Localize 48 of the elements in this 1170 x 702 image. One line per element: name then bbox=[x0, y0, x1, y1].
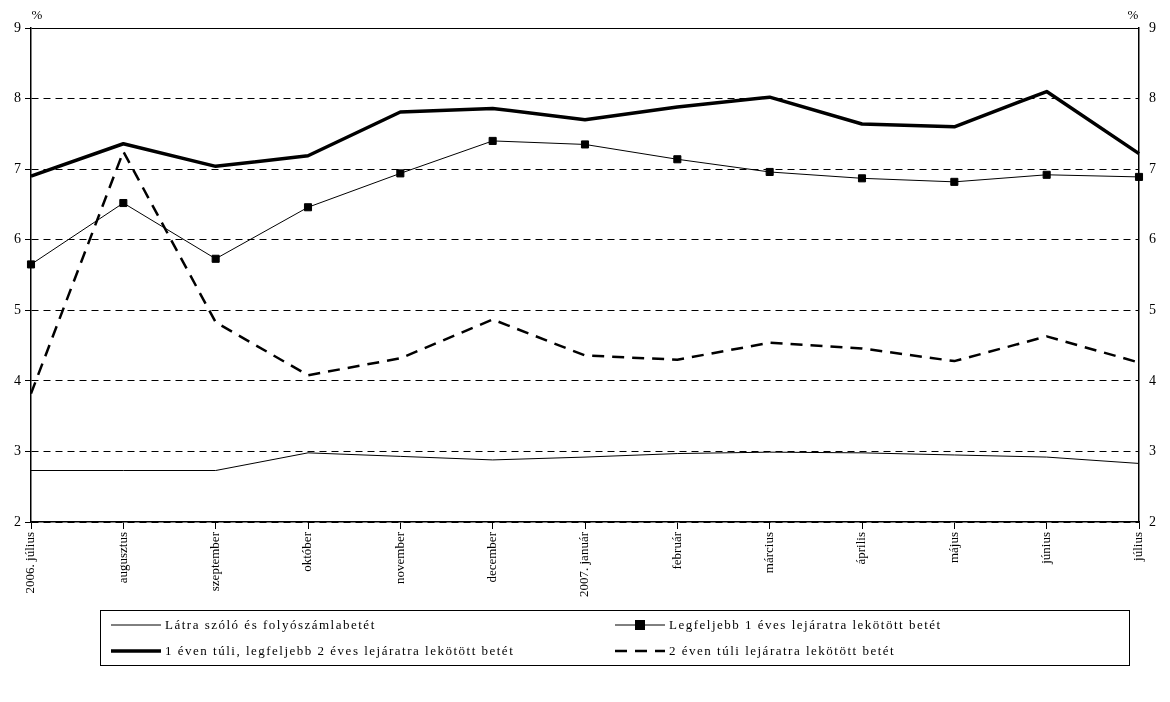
point bbox=[580, 140, 590, 149]
y-axis-title: % bbox=[31, 6, 43, 22]
legend-label: 1 éven túli, legfeljebb 2 éves lejáratra lekötött betét bbox=[165, 643, 515, 659]
y-tick-label: 2 bbox=[14, 513, 21, 529]
point bbox=[1042, 170, 1051, 179]
y-tick-label: 4 bbox=[14, 372, 21, 388]
y2-tick-label: 7 bbox=[1149, 160, 1156, 176]
x-tick-label: június bbox=[1038, 532, 1054, 565]
x-tick-label: február bbox=[668, 531, 684, 570]
point bbox=[211, 254, 220, 263]
y2-tick-label: 6 bbox=[1149, 231, 1156, 247]
x-tick-label: 2006. július bbox=[22, 532, 38, 594]
x-tick-label: december bbox=[484, 531, 500, 583]
y-tick-label: 6 bbox=[14, 231, 21, 247]
legend-label: Látra szóló és folyószámlabetét bbox=[165, 617, 376, 633]
y2-tick-label: 5 bbox=[1149, 301, 1156, 317]
y-tick-label: 7 bbox=[14, 160, 21, 176]
point bbox=[857, 174, 867, 183]
point bbox=[26, 260, 36, 269]
x-tick-label: május bbox=[945, 532, 961, 564]
point bbox=[119, 198, 128, 208]
x-tick-label: augusztus bbox=[114, 532, 130, 584]
point bbox=[950, 177, 959, 186]
y2-tick-label: 9 bbox=[1149, 19, 1156, 35]
y2-tick-label: 8 bbox=[1149, 90, 1156, 106]
y-tick-label: 5 bbox=[14, 301, 21, 317]
legend-label: 2 éven túli lejáratra lekötött betét bbox=[669, 643, 896, 659]
point bbox=[396, 169, 405, 178]
point bbox=[765, 167, 774, 177]
point bbox=[488, 136, 497, 145]
legend-label: Legfeljebb 1 éves lejáratra lekötött betét bbox=[669, 617, 942, 633]
x-tick-label: április bbox=[853, 532, 869, 565]
y2-tick-label: 2 bbox=[1149, 513, 1156, 529]
y-tick-label: 9 bbox=[14, 19, 21, 35]
x-tick-label: szeptember bbox=[207, 531, 223, 592]
x-tick-label: október bbox=[299, 531, 315, 572]
point bbox=[303, 203, 313, 212]
y-tick-label: 8 bbox=[14, 90, 21, 106]
x-tick-label: november bbox=[391, 531, 407, 584]
y2-tick-label: 3 bbox=[1149, 443, 1156, 459]
point bbox=[673, 155, 682, 164]
y-tick-label: 3 bbox=[14, 443, 21, 459]
x-tick-label: 2007. január bbox=[576, 531, 592, 597]
y2-axis-title: % bbox=[1127, 6, 1139, 22]
point bbox=[1134, 172, 1144, 181]
y2-tick-label: 4 bbox=[1149, 372, 1156, 388]
x-tick-label: március bbox=[761, 532, 777, 574]
x-tick-label: július bbox=[1130, 532, 1146, 562]
